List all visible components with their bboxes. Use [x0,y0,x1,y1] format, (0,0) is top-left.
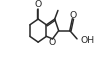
Text: O: O [34,0,41,9]
Text: OH: OH [80,36,94,45]
Text: O: O [68,11,76,20]
Text: O: O [48,38,55,47]
